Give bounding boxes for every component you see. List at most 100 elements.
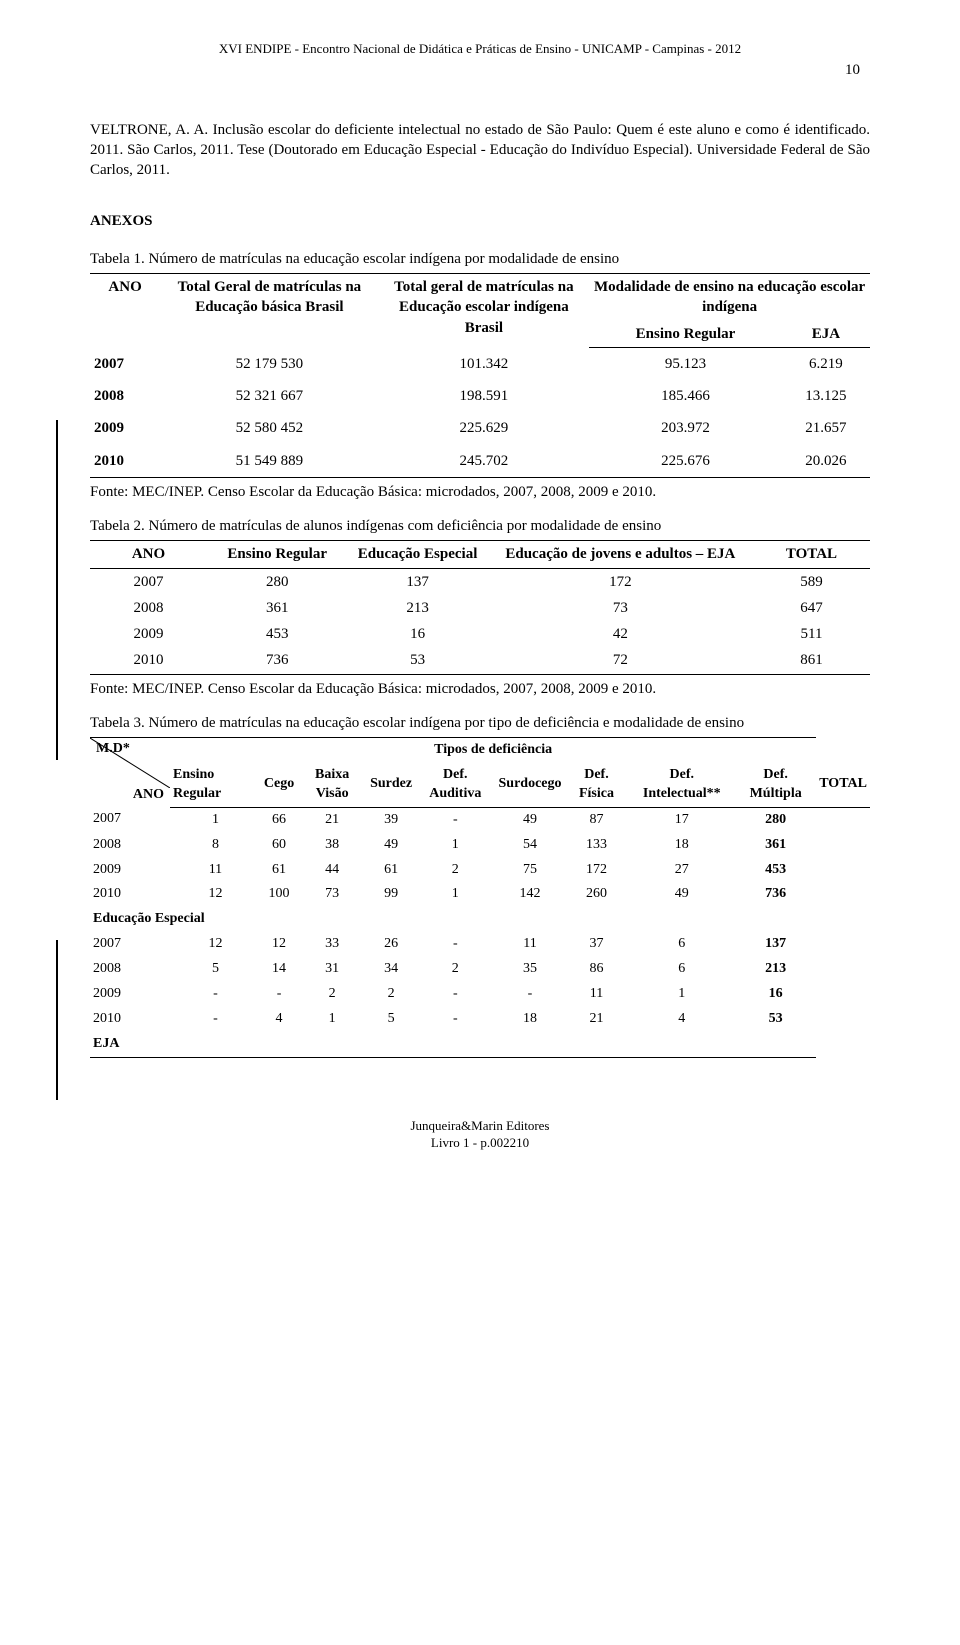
t1-cell: 203.972 [589,412,782,444]
t3-cell: 133 [565,833,629,858]
t1-cell: 52 580 452 [160,412,378,444]
t3-col-head: Surdez [367,763,415,807]
t3-cell: 2010 [90,882,170,907]
t3-diag-cell: M.D* ANO [90,738,170,808]
t2-cell: 2009 [90,621,207,647]
change-bar [56,420,58,760]
t1-cell: 225.629 [379,412,590,444]
t2-cell: 361 [207,595,347,621]
t3-cell: - [170,1007,261,1032]
t1-cell: 245.702 [379,445,590,478]
table1: ANO Total Geral de matrículas na Educaçã… [90,273,870,478]
t1-cell: 2010 [90,445,160,478]
t3-cell: 11 [496,932,565,957]
t3-cell: 5 [170,957,261,982]
t3-cell: 5 [367,1007,415,1032]
t3-cell: 137 [735,932,816,957]
t3-cell: 16 [735,982,816,1007]
t3-body: 20071662139-4987172802008860384915413318… [90,807,870,1057]
t3-cell: 44 [297,858,367,883]
t3-cell: 6 [628,932,735,957]
t1-cell: 225.676 [589,445,782,478]
t1-cell: 51 549 889 [160,445,378,478]
t3-col-row: Ensino RegularCegoBaixa VisãoSurdezDef. … [90,763,870,807]
t1-h-eja: EJA [782,321,870,348]
t2-cell: 16 [347,621,487,647]
t3-cell: 2 [297,982,367,1007]
t3-col-head: Def. Auditiva [415,763,495,807]
table3: M.D* ANO Tipos de deficiência Ensino Reg… [90,737,870,1058]
t3-cell: 2007 [90,932,170,957]
t3-cell: 18 [628,833,735,858]
t3-cell: 2010 [90,1007,170,1032]
t2-h-er: Ensino Regular [207,541,347,568]
t3-col-head: TOTAL [816,763,870,807]
table2-fonte: Fonte: MEC/INEP. Censo Escolar da Educaç… [90,679,870,699]
t3-cell: - [415,807,495,832]
t1-body: 200752 179 530101.34295.1236.219200852 3… [90,347,870,477]
t3-cell: 49 [628,882,735,907]
t3-cell: 61 [367,858,415,883]
t3-cell: 18 [496,1007,565,1032]
t3-cell: 2 [367,982,415,1007]
t3-cell: 21 [297,807,367,832]
t1-cell: 52 321 667 [160,380,378,412]
t1-cell: 101.342 [379,347,590,380]
t3-col-head: Ensino Regular [170,763,261,807]
table2: ANO Ensino Regular Educação Especial Edu… [90,540,870,674]
t3-cell: 17 [628,807,735,832]
t3-cell: 1 [170,807,261,832]
t3-col-head: Def. Intelectual** [628,763,735,807]
t3-col-head: Surdocego [496,763,565,807]
t1-cell: 52 179 530 [160,347,378,380]
section-anexos: ANEXOS [90,211,870,231]
t2-cell: 861 [753,647,870,674]
t3-cell: - [496,982,565,1007]
t2-body: 2007280137172589200836121373647200945316… [90,568,870,674]
t3-cell: 38 [297,833,367,858]
t1-cell: 6.219 [782,347,870,380]
t3-eja-label: EJA [90,1032,816,1057]
t3-cell: 736 [735,882,816,907]
t3-cell: - [415,932,495,957]
t3-cell: - [170,982,261,1007]
t3-cell: 100 [261,882,297,907]
t3-cell: - [415,982,495,1007]
t3-cell: 49 [496,807,565,832]
t2-h-ano: ANO [90,541,207,568]
t3-ano-label: ANO [133,786,164,805]
t1-h-er: Ensino Regular [589,321,782,348]
t2-cell: 736 [207,647,347,674]
t3-cell: 2 [415,957,495,982]
t3-md-label: M.D* [96,740,130,759]
t1-h-ano: ANO [90,274,160,348]
t2-cell: 280 [207,568,347,595]
t2-cell: 137 [347,568,487,595]
t3-col-head: Def. Múltipla [735,763,816,807]
t3-cell: - [415,1007,495,1032]
t3-cell: 142 [496,882,565,907]
t2-cell: 453 [207,621,347,647]
t1-cell: 13.125 [782,380,870,412]
t3-cell: 12 [261,932,297,957]
t3-cell: 53 [735,1007,816,1032]
t3-cell: 172 [565,858,629,883]
t1-cell: 21.657 [782,412,870,444]
t3-cell: 2 [415,858,495,883]
table1-fonte: Fonte: MEC/INEP. Censo Escolar da Educaç… [90,482,870,502]
t1-cell: 2009 [90,412,160,444]
t3-cell: 11 [565,982,629,1007]
t3-cell: 39 [367,807,415,832]
t2-cell: 42 [488,621,753,647]
t2-cell: 647 [753,595,870,621]
t3-cell: 1 [415,833,495,858]
page-number: 10 [90,60,870,80]
t2-cell: 2008 [90,595,207,621]
t2-cell: 72 [488,647,753,674]
t3-cell: 453 [735,858,816,883]
t3-ee-label: Educação Especial [90,907,816,932]
t1-h-ind: Total geral de matrículas na Educação es… [379,274,590,348]
t3-cell: 6 [628,957,735,982]
t2-cell: 2007 [90,568,207,595]
t3-cell: 21 [565,1007,629,1032]
